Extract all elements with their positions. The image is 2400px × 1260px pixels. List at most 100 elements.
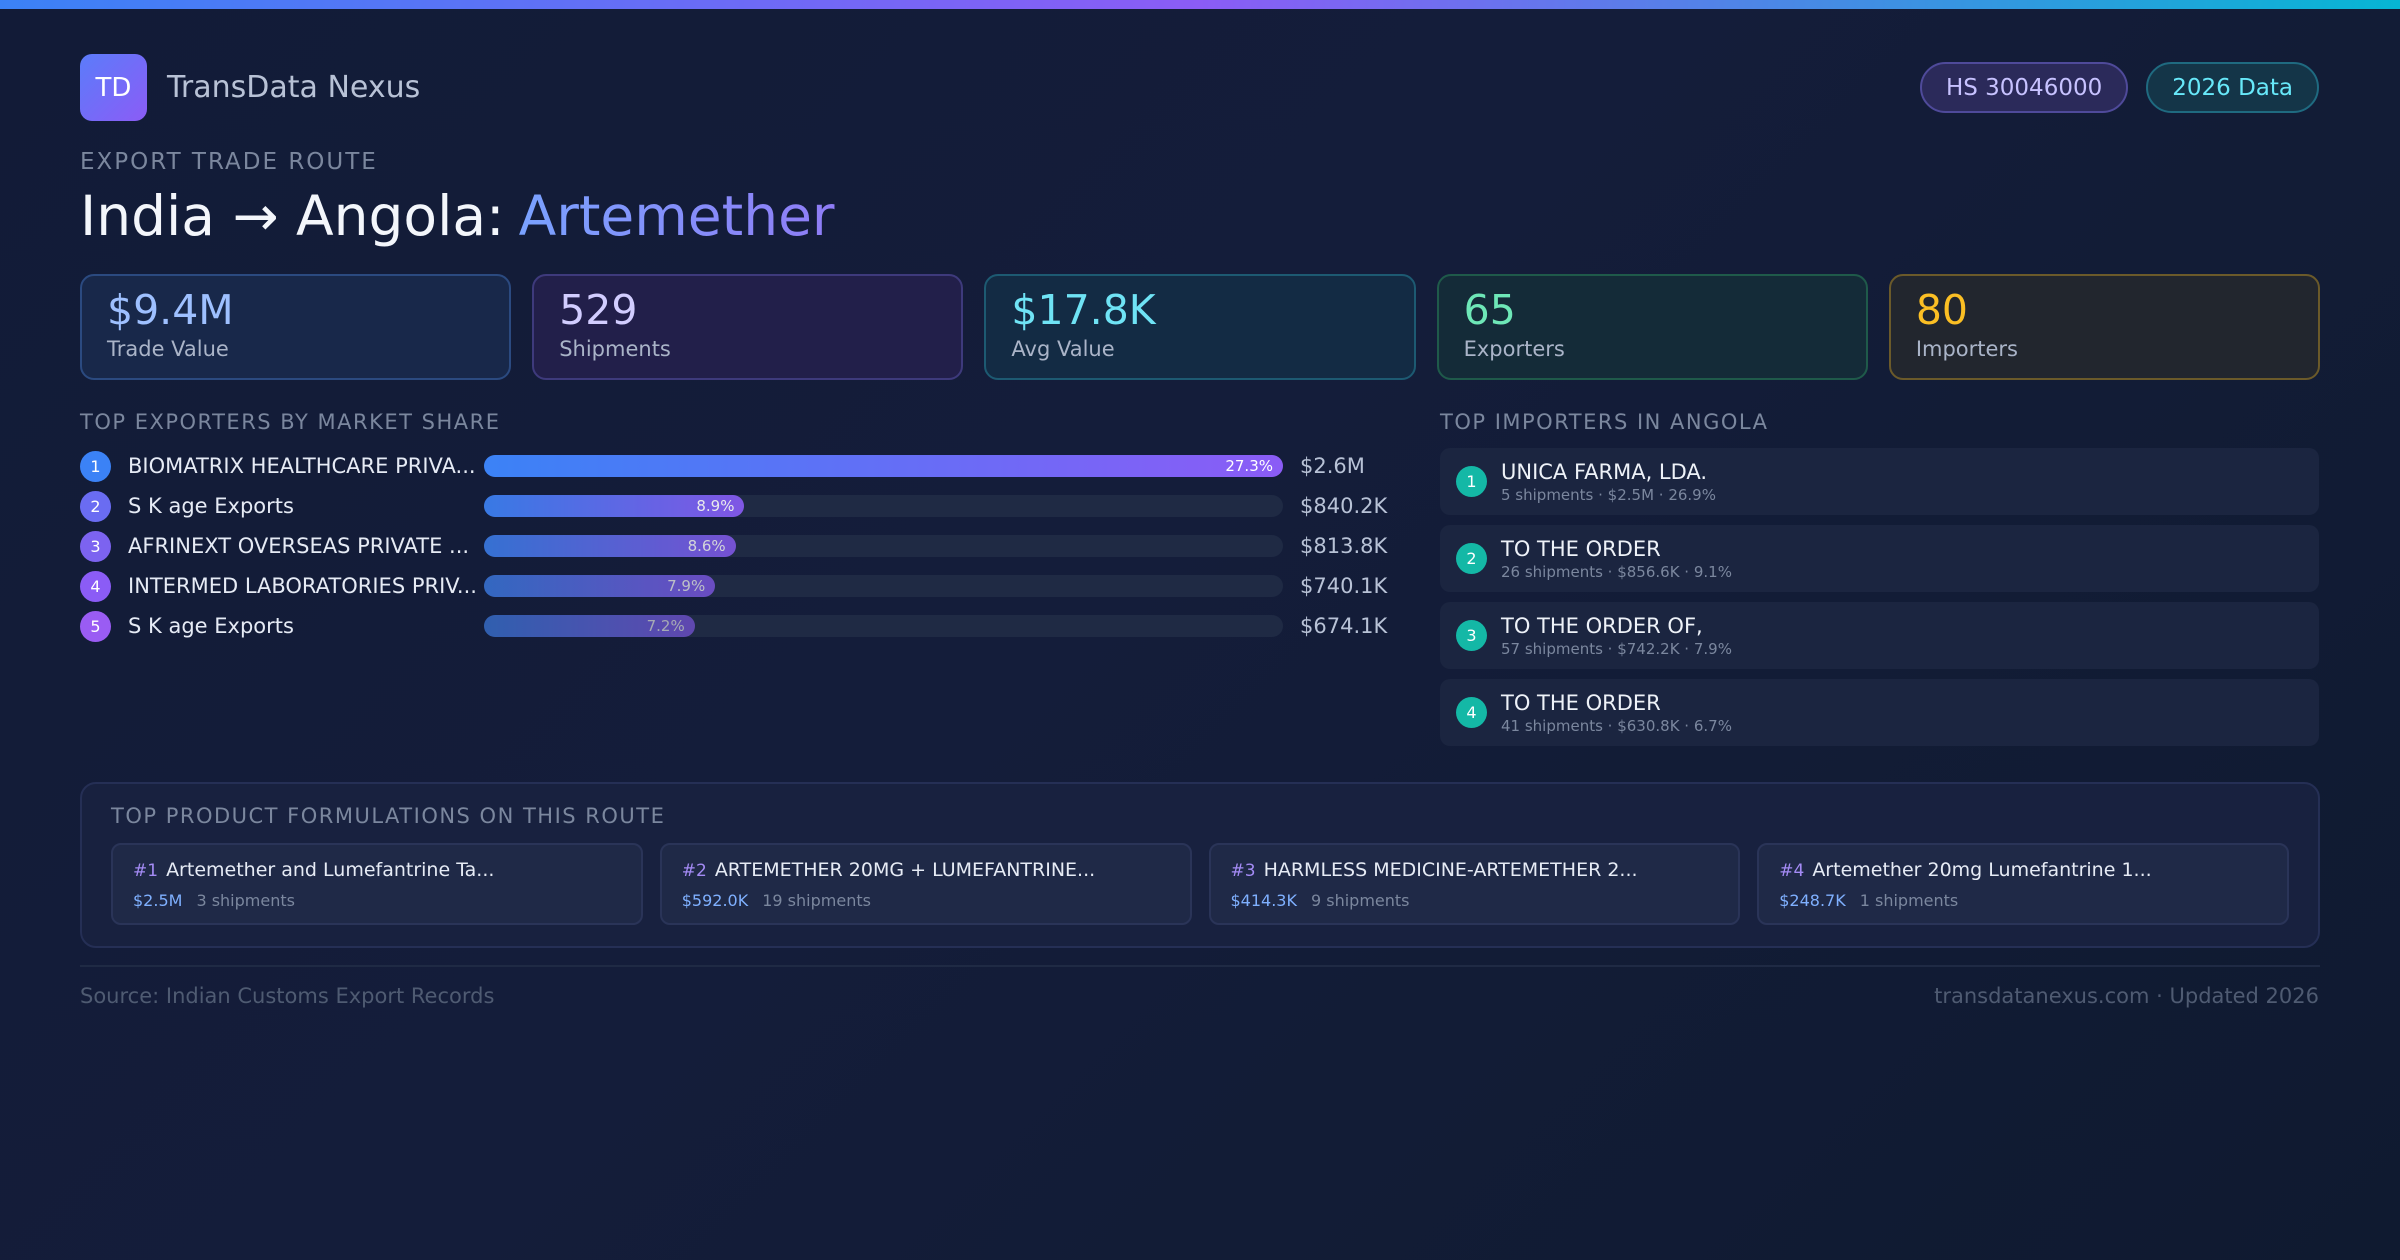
formulation-head: #2 ARTEMETHER 20MG + LUMEFANTRINE... [682,859,1170,881]
section-title: TOP PRODUCT FORMULATIONS ON THIS ROUTE [111,804,666,828]
brand-name: TransData Nexus [167,70,421,105]
divider [80,965,2320,967]
stat-value: 80 [1915,286,1968,334]
exporter-value: $674.1K [1300,614,1388,638]
importer-name: TO THE ORDER OF, [1501,613,1703,638]
eyebrow: EXPORT TRADE ROUTE [80,149,378,175]
share-bar: 7.2% [484,615,695,637]
formulation-card: #1 Artemether and Lumefantrine Ta... $2.5M… [111,843,643,925]
formulation-meta: $592.0K 19 shipments [682,891,1170,910]
exporter-value: $840.2K [1300,494,1388,518]
badge: HS 30046000 [1919,62,2129,113]
logo: TD [80,54,147,121]
rank-badge: 1 [1456,466,1487,497]
stat-card: $17.8K Avg Value [984,274,1416,380]
importer-row: 1 UNICA FARMA, LDA. 5 shipments · $2.5M · … [1440,448,2319,515]
share-label: 7.2% [646,617,685,635]
exporter-value: $2.6M [1300,454,1365,478]
exporter-name: S K age Exports [128,614,294,638]
top-accent [0,0,2400,9]
rank-badge: 3 [80,530,111,562]
formulation-shipments: 3 shipments [196,891,295,910]
stat-card: 65 Exporters [1436,274,1868,380]
share-track: 7.9% [484,575,1283,597]
page-title: India → Angola: Artemether [80,184,835,248]
exporter-value: $740.1K [1300,574,1388,598]
importer-list: 1 UNICA FARMA, LDA. 5 shipments · $2.5M · … [1440,448,2319,746]
stat-label: Shipments [559,337,671,362]
share-bar: 8.9% [484,495,745,517]
title-text: India → Angola: [80,184,505,248]
importer-text: UNICA FARMA, LDA. 5 shipments · $2.5M · 2… [1501,460,1716,504]
exporter-row: 2 S K age Exports 8.9% $840.2K [80,486,1387,526]
importer-text: TO THE ORDER OF, 57 shipments · $742.2K ·… [1501,614,1732,658]
share-track: 27.3% [484,455,1283,477]
rank-badge: 3 [1456,620,1487,651]
importer-name: TO THE ORDER [1501,690,1661,715]
rank-badge: 2 [1456,543,1487,574]
exporters: TOP EXPORTERS BY MARKET SHARE 1 BIOMATRIX… [80,410,1387,646]
formulation-card: #4 Artemether 20mg Lumefantrine 1... $248.… [1757,843,2289,925]
importer-meta: 57 shipments · $742.2K · 7.9% [1501,639,1732,658]
brand: TD TransData Nexus [80,54,420,121]
exporter-list: 1 BIOMATRIX HEALTHCARE PRIVA... 27.3% $2.6M… [80,446,1387,646]
formulation-rank: #2 [681,861,707,881]
share-bar: 7.9% [484,575,716,597]
formulation-head: #3 HARMLESS MEDICINE-ARTEMETHER 2... [1231,859,1719,881]
rank-badge: 1 [80,450,111,482]
section-title: TOP IMPORTERS IN ANGOLA [1440,410,1769,434]
exporter-name: AFRINEXT OVERSEAS PRIVATE ... [128,534,470,558]
share-label: 7.9% [667,577,706,595]
formulation-rank: #3 [1230,861,1256,881]
formulation-shipments: 9 shipments [1310,891,1410,910]
stat-label: Importers [1915,337,2019,362]
badge: 2026 Data [2146,62,2319,113]
exporter-name: S K age Exports [128,494,294,518]
share-track: 8.9% [484,495,1283,517]
title-highlight: Artemether [518,184,835,248]
exporter-value: $813.8K [1300,534,1388,558]
rank-badge: 5 [80,610,111,642]
exporter-name: INTERMED LABORATORIES PRIV... [128,574,477,598]
stat-cards: $9.4M Trade Value 529 Shipments $17.8K Avg Va… [80,274,2321,380]
formulation-card: #2 ARTEMETHER 20MG + LUMEFANTRINE... $592.… [659,843,1192,925]
share-track: 8.6% [484,535,1283,557]
formulation-meta: $414.3K 9 shipments [1231,891,1719,910]
importer-row: 3 TO THE ORDER OF, 57 shipments · $742.2K … [1440,602,2319,669]
importer-row: 2 TO THE ORDER 26 shipments · $856.6K · 9.… [1440,525,2319,592]
section-title: TOP EXPORTERS BY MARKET SHARE [80,410,501,434]
stat-card: 529 Shipments [532,274,964,380]
importer-name: TO THE ORDER [1501,536,1661,561]
stat-value: 65 [1463,286,1516,334]
badges: HS 30046000 2026 Data [1919,62,2319,113]
exporter-name: BIOMATRIX HEALTHCARE PRIVA... [128,454,476,478]
formulation-value: $2.5M [133,891,183,910]
share-label: 8.9% [696,497,735,515]
stat-label: Avg Value [1011,337,1115,362]
formulation-head: #1 Artemether and Lumefantrine Ta... [133,859,621,881]
formulation-list: #1 Artemether and Lumefantrine Ta... $2.5M… [111,843,2289,925]
stat-value: 529 [559,286,638,334]
importers: TOP IMPORTERS IN ANGOLA 1 UNICA FARMA, LD… [1440,410,2319,756]
importer-name: UNICA FARMA, LDA. [1501,459,1708,484]
stat-label: Trade Value [107,337,229,362]
formulation-shipments: 19 shipments [762,891,871,910]
importer-row: 4 TO THE ORDER 41 shipments · $630.8K · 6.… [1440,679,2319,746]
exporter-row: 3 AFRINEXT OVERSEAS PRIVATE ... 8.6% $813.8… [80,526,1387,566]
rank-badge: 4 [1456,697,1487,728]
share-label: 27.3% [1225,457,1273,475]
formulation-value: $414.3K [1230,891,1297,910]
formulation-meta: $248.7K 1 shipments [1779,891,2267,910]
importer-meta: 5 shipments · $2.5M · 26.9% [1501,485,1716,504]
formulation-shipments: 1 shipments [1859,891,1959,910]
formulation-rank: #4 [1779,861,1805,881]
formulation-name: HARMLESS MEDICINE-ARTEMETHER 2... [1263,859,1638,881]
stat-value: $9.4M [107,286,234,334]
exporter-row: 4 INTERMED LABORATORIES PRIV... 7.9% $740.1… [80,566,1387,606]
formulation-rank: #1 [133,861,159,881]
stat-card: 80 Importers [1888,274,2321,380]
formulation-meta: $2.5M 3 shipments [133,891,621,910]
rank-badge: 4 [80,570,111,602]
exporter-row: 1 BIOMATRIX HEALTHCARE PRIVA... 27.3% $2.6M [80,446,1380,486]
